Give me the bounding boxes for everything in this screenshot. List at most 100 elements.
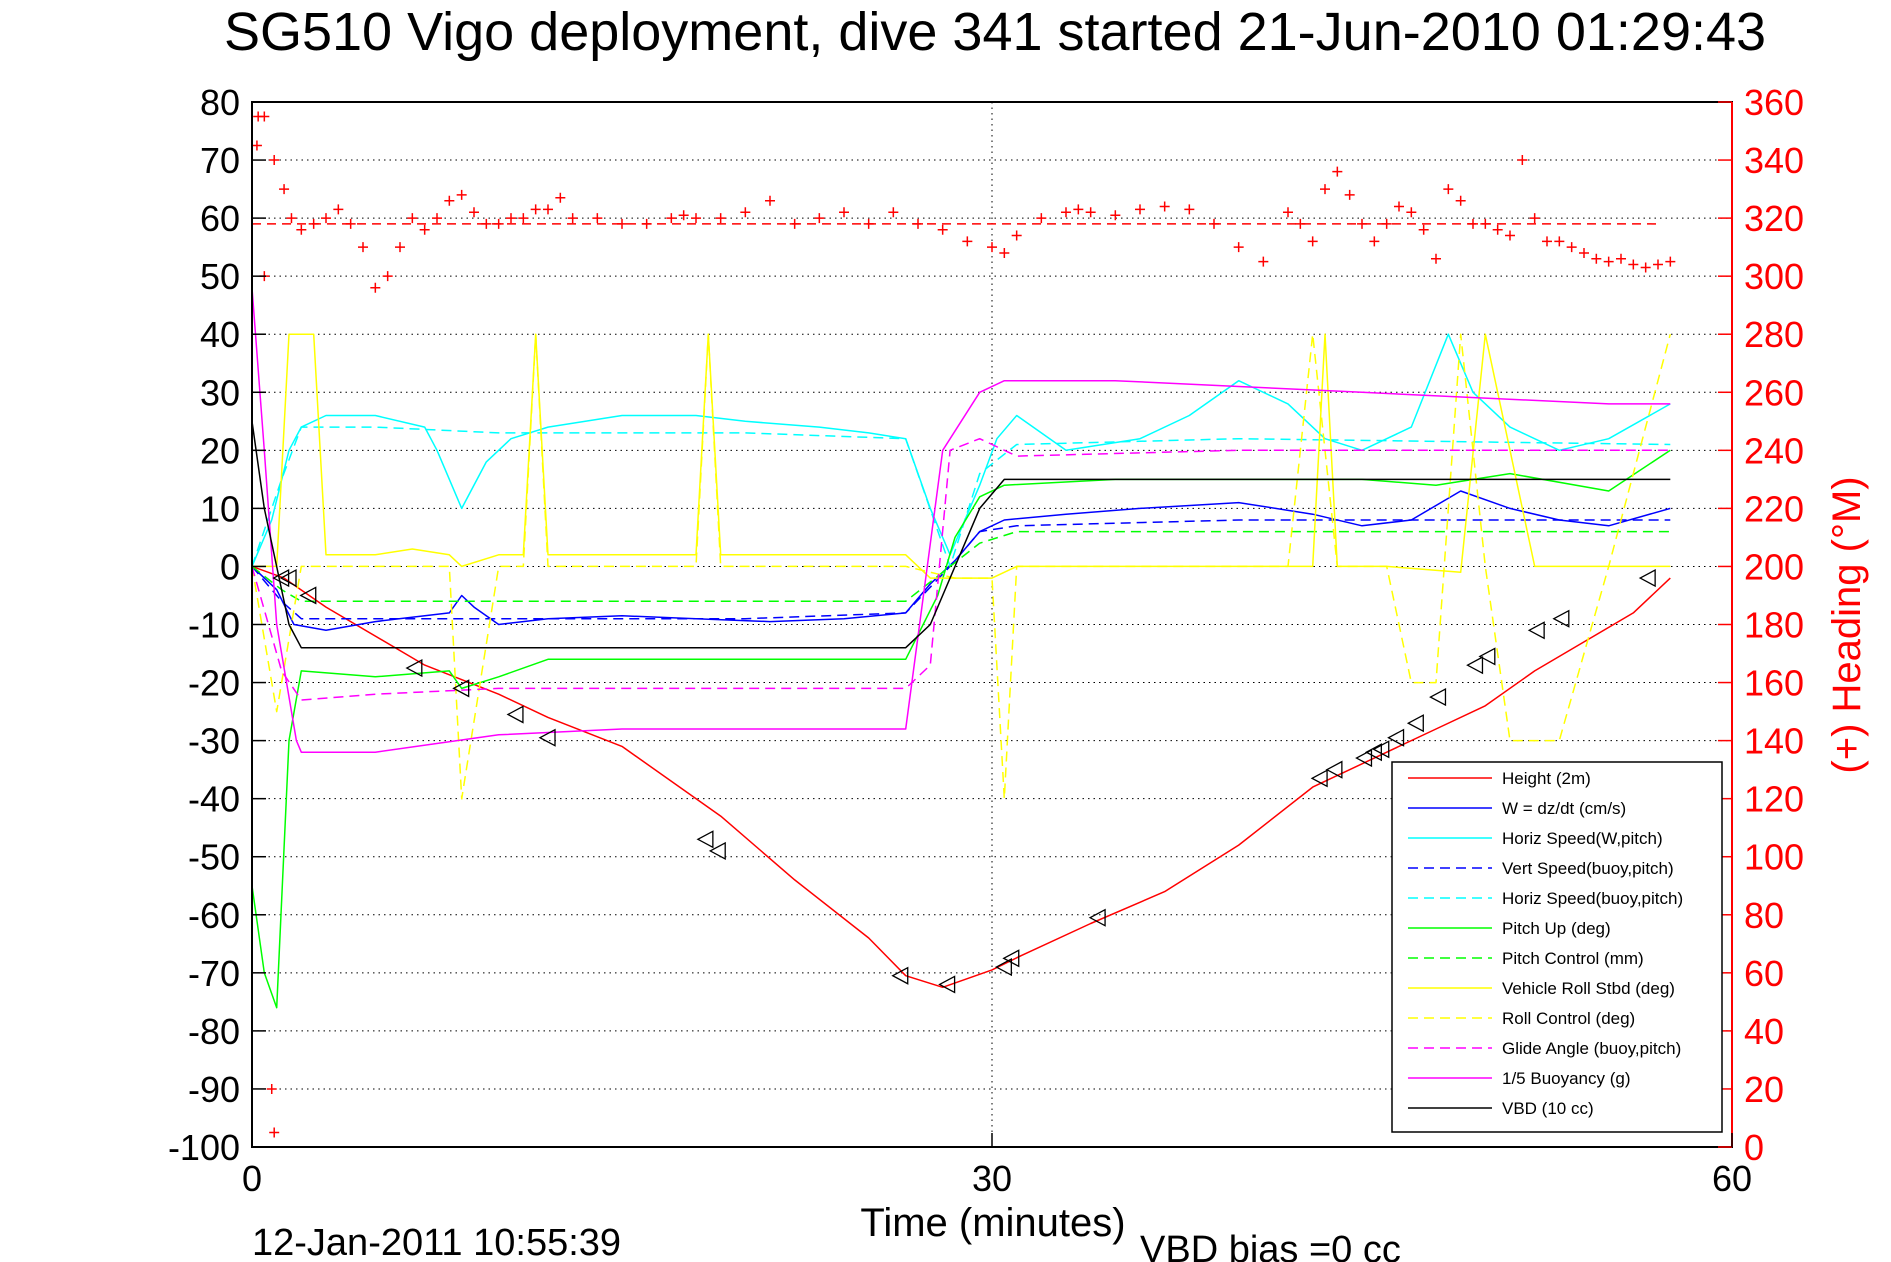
heading-marker: [358, 242, 368, 253]
series-line-9: [251, 437, 1671, 701]
heading-marker: [259, 111, 270, 122]
heading-marker: [863, 218, 874, 229]
heading-marker: [1320, 184, 1330, 195]
tick-label-right: 120: [1744, 779, 1804, 820]
heading-marker: [765, 195, 775, 206]
heading-marker: [888, 207, 899, 218]
footer-date: 12-Jan-2011 10:55:39: [252, 1222, 621, 1262]
tick-label-left: -40: [188, 779, 240, 820]
heading-marker: [266, 1083, 277, 1094]
tick-label-left: 40: [200, 314, 240, 355]
heading-marker: [1517, 155, 1528, 166]
heading-marker: [518, 213, 529, 224]
dive-marker: [272, 568, 290, 588]
heading-marker: [913, 218, 923, 229]
tick-label-left: -30: [188, 721, 240, 762]
dive-marker: [891, 966, 909, 985]
heading-marker: [444, 195, 455, 206]
heading-marker: [1418, 224, 1429, 235]
right-axis-ticks: 3603403203002802602402202001801601401201…: [1718, 82, 1804, 1168]
heading-marker: [345, 218, 356, 229]
heading-marker: [555, 192, 566, 203]
dive-marker: [1088, 908, 1106, 927]
heading-marker: [1653, 259, 1663, 270]
series-line-1: [251, 490, 1671, 632]
heading-marker: [469, 207, 479, 218]
heading-marker: [382, 271, 393, 282]
tick-label-right: 220: [1744, 488, 1804, 529]
heading-marker: [1468, 218, 1478, 229]
heading-marker: [1455, 195, 1466, 206]
tick-label-right: 40: [1744, 1011, 1784, 1052]
dive-marker: [1325, 760, 1343, 779]
legend-label-7: Vehicle Roll Stbd (deg): [1502, 979, 1675, 998]
legend-label-1: W = dz/dt (cm/s): [1502, 799, 1626, 818]
heading-marker: [1295, 218, 1306, 229]
heading-marker: [481, 218, 492, 229]
heading-marker: [1283, 207, 1293, 218]
tick-label-left: 80: [200, 82, 240, 123]
heading-marker: [839, 207, 849, 218]
tick-label-left: -70: [188, 953, 240, 994]
heading-marker: [1628, 259, 1639, 270]
legend-label-6: Pitch Control (mm): [1502, 949, 1644, 968]
dive-marker: [1478, 647, 1496, 666]
legend-label-0: Height (2m): [1502, 769, 1591, 788]
heading-marker: [1591, 253, 1602, 264]
heading-marker: [432, 213, 442, 224]
heading-marker: [617, 218, 627, 229]
dive-marker: [1527, 621, 1545, 640]
tick-label-right: 260: [1744, 372, 1804, 413]
legend-label-2: Horiz Speed(W,pitch): [1502, 829, 1663, 848]
heading-marker: [456, 189, 467, 200]
tick-label-right: 320: [1744, 198, 1804, 239]
heading-marker: [296, 224, 307, 235]
heading-marker: [506, 213, 516, 224]
dive-marker: [938, 975, 956, 994]
heading-marker: [493, 218, 504, 229]
dive-marker: [1406, 714, 1424, 733]
heading-marker: [286, 213, 297, 224]
series-line-2: [251, 333, 1671, 567]
heading-marker: [1566, 242, 1577, 253]
legend: Height (2m) W = dz/dt (cm/s) Horiz Speed(W…: [1391, 761, 1723, 1133]
legend-label-11: VBD (10 cc): [1502, 1099, 1594, 1118]
heading-marker: [1505, 230, 1515, 241]
heading-marker: [1554, 236, 1565, 247]
heading-marker: [269, 155, 280, 166]
tick-label-right: 180: [1744, 605, 1804, 646]
tick-label-right: 200: [1744, 546, 1804, 587]
heading-marker: [419, 224, 430, 235]
heading-marker: [321, 213, 331, 224]
heading-marker: [1011, 230, 1022, 241]
heading-marker: [789, 218, 800, 229]
heading-marker: [370, 282, 381, 293]
series-line-4: [251, 426, 1671, 568]
heading-marker: [987, 242, 997, 253]
heading-marker: [1369, 236, 1380, 247]
dive-marker: [1638, 568, 1656, 588]
tick-label-left: -60: [188, 895, 240, 936]
heading-marker: [999, 247, 1010, 258]
dive-marker: [1002, 949, 1020, 968]
heading-marker: [1332, 166, 1343, 177]
tick-label-right: 360: [1744, 82, 1804, 123]
heading-marker: [1394, 201, 1404, 212]
tick-label-right: 80: [1744, 895, 1784, 936]
tick-label-left: -90: [188, 1069, 240, 1110]
heading-marker: [1209, 218, 1219, 229]
tick-label-left: 30: [200, 372, 240, 413]
tick-label-right: 60: [1744, 953, 1784, 994]
heading-marker: [1529, 213, 1540, 224]
heading-marker: [1036, 213, 1047, 224]
dive-marker: [538, 728, 556, 747]
heading-marker: [1073, 204, 1084, 215]
heading-marker: [1061, 207, 1071, 218]
tick-label-left: 20: [200, 430, 240, 471]
heading-marker: [1381, 218, 1392, 229]
legend-label-5: Pitch Up (deg): [1502, 919, 1611, 938]
tick-label-right: 340: [1744, 140, 1804, 181]
tick-label-left: 0: [220, 546, 240, 587]
heading-marker: [962, 236, 973, 247]
tick-label-left: 60: [200, 198, 240, 239]
